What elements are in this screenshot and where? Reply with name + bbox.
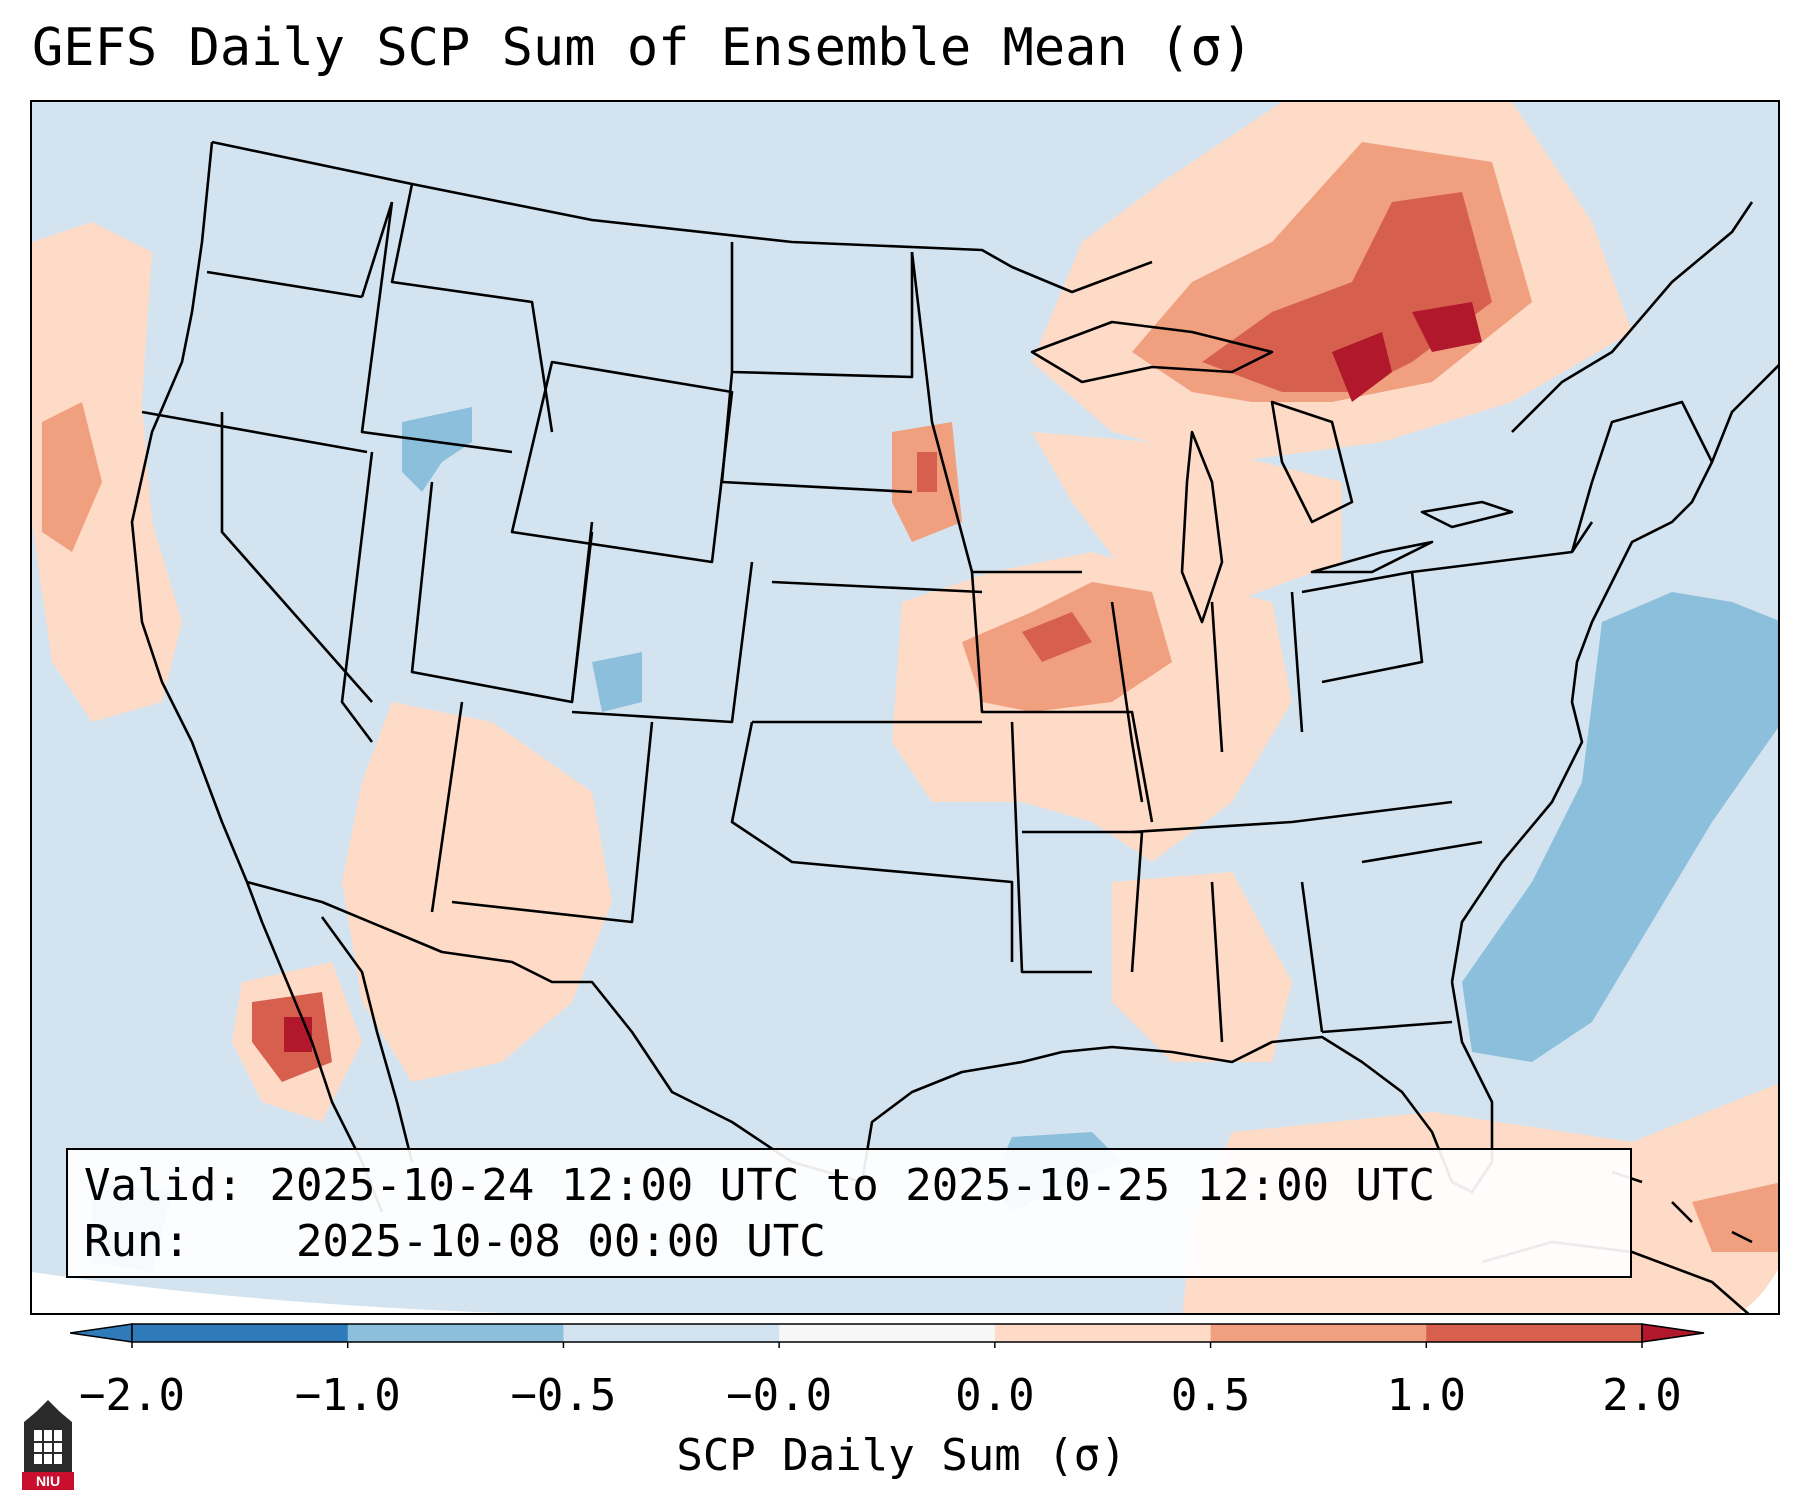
state-line-ny: [1411, 481, 1594, 574]
state-line-sd-ne: [720, 371, 913, 494]
anomaly-area-southeast: [1112, 872, 1292, 1062]
colorbar-tick-label: −1.0: [294, 1370, 401, 1421]
colorbar-segment: [132, 1324, 349, 1342]
state-line-ca-nv: [220, 412, 373, 703]
logo-text: NIU: [36, 1473, 60, 1489]
state-line-wa-or: [206, 270, 363, 299]
projection-edge-right: [1739, 1269, 1778, 1313]
gulf-of-california-coast: [320, 916, 414, 1163]
anomaly-area-desert-southwest: [342, 702, 612, 1082]
state-line-oh-pa: [1301, 570, 1424, 684]
state-line-tx-la: [1010, 721, 1092, 974]
state-line-nv-ut: [340, 451, 374, 743]
anomaly-area-minnesota-max: [917, 452, 937, 492]
pacific-coastline: [130, 141, 289, 983]
lake-huron: [1270, 400, 1354, 524]
state-line-ut-co: [410, 481, 594, 704]
colorbar: [70, 1323, 1705, 1348]
chart-title: GEFS Daily SCP Sum of Ensemble Mean (σ): [32, 18, 1253, 78]
st-lawrence-coast: [1511, 201, 1754, 433]
run-time: 2025-10-08 00:00 UTC: [295, 1216, 826, 1267]
anomaly-area-great-lakes: [1032, 432, 1342, 602]
anomaly-area-idaho-negative: [402, 407, 472, 492]
colorbar-tick-label: 2.0: [1602, 1370, 1682, 1421]
anomaly-area-ontario-max: [1332, 332, 1392, 402]
map-panel: [30, 100, 1780, 1315]
colorbar-tick-label: 0.0: [955, 1370, 1035, 1421]
state-line-nd-sd: [730, 242, 914, 379]
colorbar-tick-label: −0.5: [510, 1370, 617, 1421]
anomaly-area-ontario-strong: [1202, 192, 1492, 392]
colorbar-title: SCP Daily Sum (σ): [676, 1430, 1127, 1481]
anomaly-area-midwest-strong: [1022, 612, 1092, 662]
state-line-or-ca: [141, 410, 368, 454]
lake-erie: [1310, 540, 1434, 574]
logo-badge: [22, 1472, 74, 1490]
colorbar-tick-label: 1.0: [1386, 1370, 1467, 1421]
colorbar-segment: [1210, 1324, 1427, 1342]
atlantic-coastline: [1450, 364, 1778, 983]
anomaly-area-pacific-coast: [32, 222, 182, 722]
run-label: Run:: [84, 1216, 190, 1267]
state-line-ok-tx: [730, 721, 1014, 962]
colorbar-segment: [1426, 1324, 1643, 1342]
colorbar-tick-label: 0.5: [1170, 1370, 1251, 1421]
lake-superior: [1030, 320, 1274, 384]
anomaly-area-pacific-coast-moderate: [42, 402, 102, 552]
state-line-sc-nc: [1361, 840, 1483, 864]
boundary-lines: [130, 140, 1778, 1313]
state-line-ga-fl: [1321, 1020, 1453, 1034]
map-canvas: [32, 102, 1778, 1313]
colorbar-segment: [563, 1324, 780, 1342]
state-line-in-oh: [1210, 591, 1304, 753]
anomaly-fill-layer: [32, 102, 1778, 1313]
lake-ontario: [1420, 500, 1514, 529]
state-line-az-nm: [430, 701, 654, 924]
colorbar-tick-label: −0.0: [726, 1370, 833, 1421]
projection-edge: [32, 1272, 503, 1313]
colorbar-tick-label: −2.0: [79, 1370, 185, 1421]
us-canada-border: [211, 140, 1153, 294]
state-line-il-in: [1110, 601, 1144, 803]
state-line-mt: [390, 183, 554, 433]
state-line-mn-wi: [910, 251, 1082, 574]
colorbar-segments: [70, 1323, 1705, 1348]
anomaly-area-quebec-max: [1412, 302, 1482, 352]
state-line-co-ks: [570, 531, 754, 724]
lake-michigan: [1180, 430, 1224, 624]
niu-logo: NIU: [22, 1400, 74, 1490]
colorbar-segment: [347, 1324, 564, 1342]
state-line-ne-ks: [771, 580, 983, 594]
us-mexico-border: [246, 880, 863, 1184]
state-line-id: [360, 201, 513, 454]
logo-window: [34, 1430, 62, 1464]
state-line-ia-mo: [970, 571, 1154, 823]
state-line-ms-al: [1210, 881, 1324, 1043]
colorbar-extend-high: [1641, 1323, 1705, 1343]
state-line-new-england: [1590, 400, 1714, 483]
valid-label: Valid:: [84, 1160, 243, 1211]
anomaly-area-caribbean-moderate: [1692, 1182, 1778, 1252]
colorbar-segment: [994, 1324, 1212, 1342]
valid-run-info-box: Valid: 2025-10-24 12:00 UTC to 2025-10-2…: [66, 1148, 1632, 1278]
colorbar-extend-low: [70, 1323, 133, 1343]
anomaly-area-colorado-negative: [592, 652, 642, 712]
anomaly-area-atlantic-negative: [1462, 592, 1778, 1062]
state-line-tn-ky: [1131, 800, 1453, 834]
state-line-wy: [510, 360, 734, 564]
colorbar-frame: [131, 1323, 1643, 1343]
valid-time-range: 2025-10-24 12:00 UTC to 2025-10-25 12:00…: [269, 1160, 1436, 1211]
colorbar-segment: [779, 1324, 996, 1342]
